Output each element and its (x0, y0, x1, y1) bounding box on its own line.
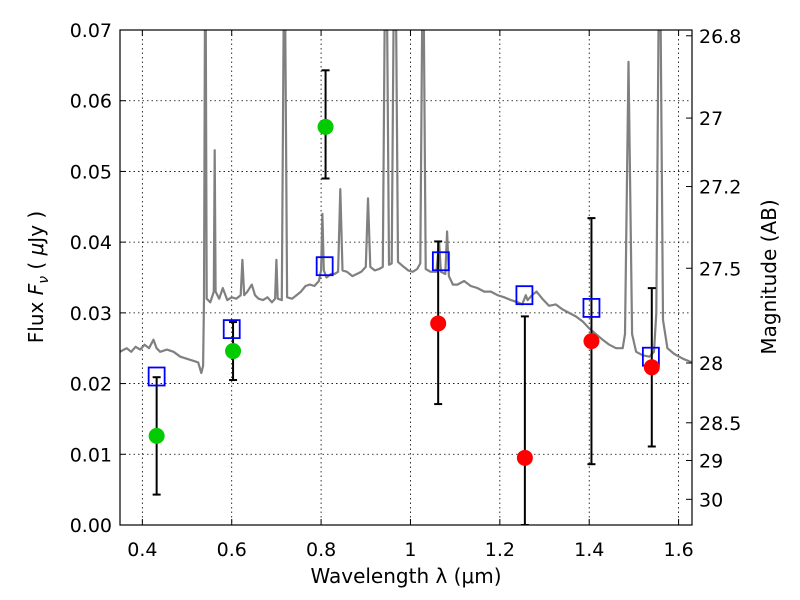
y-tick-label: 0.00 (70, 515, 112, 537)
non-detection-point (430, 315, 447, 332)
model-photometry-square (582, 298, 601, 318)
y2-tick-label: 28.5 (699, 413, 741, 435)
y-tick-label: 0.05 (70, 161, 112, 183)
x-tick-label: 0.4 (127, 539, 157, 561)
y-tick-label: 0.01 (70, 444, 112, 466)
y-tick-label: 0.06 (70, 91, 112, 113)
detection-point (317, 118, 334, 135)
y-tick-label: 0.02 (70, 374, 112, 396)
y-tick-label: 0.03 (70, 303, 112, 325)
x-tick-label: 1 (404, 539, 416, 561)
y2-tick-label: 27.5 (699, 258, 741, 280)
y2-tick-label: 28 (699, 353, 723, 375)
model-photometry-square (147, 366, 166, 387)
detection-point (148, 427, 165, 444)
y-tick-label: 0.07 (70, 20, 112, 42)
y2-tick-label: 29 (699, 451, 723, 473)
model-photometry-square (515, 285, 534, 306)
model-photometry-square (222, 319, 241, 340)
y2-axis-label: Magnitude (AB) (757, 199, 781, 354)
y-tick-label: 0.04 (70, 232, 112, 254)
spectrum-series (120, 30, 692, 375)
x-tick-label: 1.2 (485, 539, 515, 561)
model-photometry-square (431, 251, 450, 272)
y2-tick-label: 30 (699, 489, 723, 511)
model-photometry-square (315, 256, 334, 277)
y-axis-label: Flux Fν ( μJy ) (24, 211, 52, 343)
y2-tick-label: 26.8 (699, 26, 741, 48)
y2-tick-label: 27 (699, 108, 723, 130)
axis-ticks: 0.4 0.6 0.8 1 1.2 1.4 1.6 0.00 0.01 0.02 0.03 0.04 0… (70, 20, 742, 561)
x-tick-label: 0.8 (306, 539, 336, 561)
x-tick-label: 0.6 (217, 539, 247, 561)
non-detection-point (516, 449, 533, 466)
detection-point (225, 343, 242, 360)
y2-tick-label: 27.2 (699, 177, 741, 199)
non-detection-point (643, 359, 660, 376)
non-detection-point (583, 333, 600, 350)
markers (147, 118, 660, 466)
plot-frame (119, 29, 693, 526)
x-axis-label: Wavelength λ (μm) (310, 564, 501, 588)
spectrum-line (120, 30, 692, 375)
x-tick-label: 1.6 (663, 539, 693, 561)
x-tick-label: 1.4 (574, 539, 604, 561)
